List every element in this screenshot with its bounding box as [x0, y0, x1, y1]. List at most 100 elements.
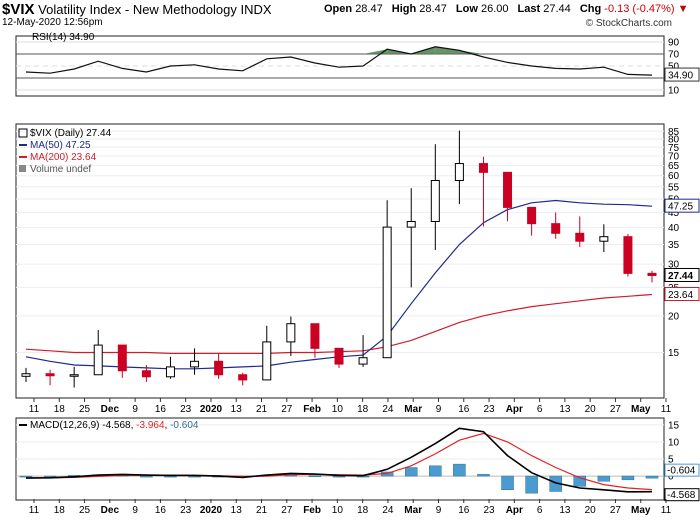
x-axis-label: 9	[132, 404, 138, 415]
x-axis-label-bottom: 11	[661, 505, 672, 516]
price-tick-label: 85	[668, 127, 680, 138]
security-name: Volatility Index - New Methodology	[38, 2, 237, 17]
price-tick-label: 40	[668, 223, 680, 234]
price-tick-label: 80	[668, 135, 680, 146]
x-axis-label: Dec	[101, 404, 120, 415]
candle-body	[382, 226, 392, 359]
open-label: Open	[324, 3, 353, 15]
candle-body	[599, 236, 609, 242]
rsi-tick-label: 90	[668, 38, 680, 49]
macd-histogram-bar	[164, 475, 177, 478]
macd-line	[25, 427, 653, 493]
x-axis-label: 16	[155, 404, 167, 415]
x-axis-label: Mar	[404, 404, 422, 415]
macd-histogram-bar	[597, 475, 611, 482]
x-axis-label: May	[631, 404, 651, 415]
x-axis-label-bottom: 13	[559, 505, 571, 516]
last-label: Last	[517, 3, 541, 15]
x-axis-label-bottom: 16	[458, 505, 470, 516]
x-axis-label: 2020	[200, 404, 223, 415]
volume-legend: Volume undef	[30, 164, 91, 175]
x-axis-label: 27	[281, 404, 293, 415]
price-tick-label: 70	[668, 152, 680, 163]
price-tick-label: 60	[668, 171, 680, 182]
macd-histogram-bar	[453, 463, 466, 477]
chart-date: 12-May-2020 12:56pm	[2, 17, 103, 28]
rsi-tick-label: 70	[668, 50, 680, 61]
macd-histogram-bar	[645, 475, 659, 479]
candle-body	[503, 171, 513, 208]
x-axis-label: 13	[559, 404, 571, 415]
x-axis-label: Feb	[303, 404, 321, 415]
x-axis-label-bottom: 18	[54, 505, 66, 516]
rsi-value-box	[664, 67, 700, 82]
x-axis-label: 24	[382, 404, 394, 415]
rsi-value-label: 34.90	[668, 71, 693, 82]
macd-tick-label: 0	[668, 472, 674, 483]
quote-bar: Open 28.47 High 28.47 Low 26.00 Last 27.…	[318, 3, 689, 15]
price-tick-label: 45	[668, 208, 680, 219]
macd-histogram-bar	[525, 475, 538, 494]
price-tick-label: 65	[668, 161, 680, 172]
chg-value: -0.13 (-0.47%)	[604, 3, 675, 15]
macd-tick-label: 15	[668, 420, 680, 431]
x-axis-label-bottom: 9	[132, 505, 138, 516]
x-axis-label: 13	[231, 404, 243, 415]
x-axis-label-bottom: 23	[180, 505, 192, 516]
ma200-value-label: 23.64	[668, 290, 693, 301]
macd-histogram-bar	[308, 475, 322, 477]
candle-body	[21, 373, 31, 377]
x-axis-label-bottom: 21	[256, 505, 268, 516]
x-axis-label-bottom: 18	[357, 505, 369, 516]
price-tick-label: 55	[668, 182, 680, 193]
chg-label: Chg	[579, 3, 602, 15]
rsi-tick-label: 10	[668, 86, 680, 97]
x-axis-label-bottom: 13	[231, 505, 243, 516]
candle-body	[575, 232, 585, 242]
x-axis-label: 6	[537, 404, 543, 415]
ma50-value-box	[664, 198, 700, 213]
x-axis-label: 16	[458, 404, 470, 415]
candle-body	[141, 370, 151, 378]
exchange: INDX	[240, 2, 272, 17]
macd-tick-label: 5	[668, 455, 674, 466]
macd-value-label: -4.568	[667, 490, 696, 501]
macd-histogram-bar	[404, 467, 418, 477]
last-price-box	[664, 267, 700, 282]
macd-legend-part: -0.604	[170, 420, 199, 431]
x-axis-label-bottom: May	[631, 505, 651, 516]
candle-body	[551, 223, 561, 234]
high-label: High	[391, 3, 417, 15]
rsi-legend: RSI(14) 34.90	[32, 32, 95, 43]
rsi-line	[25, 46, 653, 76]
x-axis-label: 10	[332, 404, 344, 415]
chart-title: $VIX Volatility Index - New Methodology …	[2, 1, 272, 18]
macd-histogram-bar	[501, 475, 514, 491]
candle-body	[647, 272, 657, 276]
candle-body	[527, 206, 537, 225]
x-axis-label: 11	[29, 404, 40, 415]
x-axis-label: Apr	[506, 404, 523, 415]
x-axis-label-bottom: Dec	[101, 505, 120, 516]
x-axis-label-bottom: 2020	[200, 505, 223, 516]
macd-value-box	[664, 488, 700, 502]
price-tick-label: 15	[668, 348, 680, 359]
candle-body	[214, 360, 224, 376]
low-value: 26.00	[480, 3, 509, 15]
candle-body	[117, 344, 127, 372]
price-tick-label: 75	[668, 143, 680, 154]
price-legend-swatch	[18, 128, 28, 138]
ma50-value-label: 47.25	[668, 202, 693, 213]
price-legend: $VIX (Daily) 27.44	[30, 128, 112, 139]
rsi-overbought-fill	[459, 50, 484, 54]
x-axis-label-bottom: 23	[483, 505, 495, 516]
macd-histogram-bar	[19, 475, 33, 478]
open-value: 28.47	[355, 3, 383, 15]
macd-histogram-bar	[477, 474, 490, 477]
symbol: $VIX	[2, 1, 35, 18]
price-tick-label: 20	[668, 311, 680, 322]
x-axis-label-bottom: Apr	[506, 505, 523, 516]
macd-hist-value-box	[664, 463, 700, 477]
last-price-label: 27.44	[668, 271, 693, 282]
ma50-legend: MA(50) 47.25	[30, 140, 91, 151]
